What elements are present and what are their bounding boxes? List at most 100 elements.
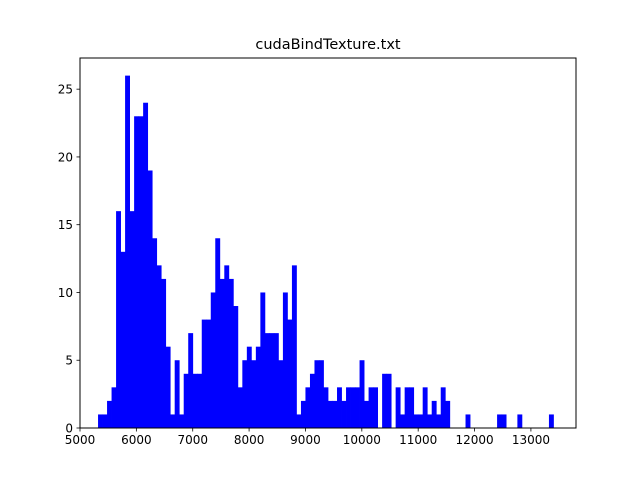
histogram-bar: [170, 414, 176, 428]
histogram-bar: [418, 414, 424, 428]
x-tick-label: 11000: [399, 433, 437, 447]
histogram-bar: [548, 414, 554, 428]
x-tick-label: 12000: [455, 433, 493, 447]
histogram-bar: [341, 400, 347, 428]
histogram-bar: [116, 211, 121, 428]
x-tick-label: 6000: [121, 433, 152, 447]
histogram-bar: [305, 387, 311, 428]
y-tick-label: 20: [58, 150, 73, 164]
histogram-bar: [373, 387, 378, 428]
x-tick-label: 8000: [234, 433, 265, 447]
y-axis: 0 5 10 15 20 25: [58, 83, 80, 436]
histogram-bar: [413, 414, 419, 428]
histogram-bar: [395, 387, 401, 428]
histogram-bar: [355, 387, 360, 428]
histogram-bar: [165, 346, 171, 428]
histogram-bar: [318, 360, 324, 428]
histogram-bar: [107, 400, 112, 428]
histogram-bar: [368, 387, 374, 428]
histogram-bar: [161, 278, 167, 428]
histogram-bar: [156, 265, 162, 428]
y-tick-label: 15: [58, 218, 73, 232]
histogram-bar: [273, 333, 279, 428]
histogram-bar: [269, 333, 275, 428]
histogram-bar: [296, 414, 302, 428]
histogram-bar: [328, 400, 333, 428]
histogram-bar: [282, 292, 288, 428]
histogram-bar: [152, 238, 158, 428]
histogram-bar: [120, 251, 126, 428]
histogram-bar: [291, 265, 297, 428]
histogram-bar: [278, 360, 284, 428]
histogram-bar: [404, 387, 410, 428]
y-tick-label: 10: [58, 286, 73, 300]
histogram-bar: [215, 238, 221, 428]
y-tick-label: 5: [65, 354, 73, 368]
plot-area-frame: [79, 57, 577, 429]
histogram-bar: [497, 414, 502, 428]
histogram-bar: [422, 387, 428, 428]
histogram-bar: [332, 400, 338, 428]
histogram-bar: [350, 387, 356, 428]
histogram-bar: [251, 360, 257, 428]
histogram-bars: [98, 75, 554, 429]
x-tick-label: 7000: [177, 433, 208, 447]
histogram-bar: [346, 387, 351, 428]
histogram-bar: [111, 387, 117, 428]
x-tick-label: 10000: [343, 433, 381, 447]
histogram-bar: [98, 414, 103, 428]
histogram-bar: [300, 400, 306, 428]
histogram-bar: [179, 414, 185, 428]
histogram-bar: [465, 414, 471, 428]
histogram-bar: [386, 373, 392, 428]
histogram-bar: [400, 414, 406, 428]
x-tick-label: 5000: [65, 433, 96, 447]
histogram-bar: [323, 387, 329, 428]
y-tick-label: 0: [65, 422, 73, 436]
histogram-bar: [147, 170, 153, 429]
histogram-bar: [264, 333, 270, 428]
histogram-bar: [337, 387, 342, 428]
x-tick-label: 9000: [290, 433, 321, 447]
histogram-bar: [431, 400, 437, 428]
histogram-bar: [517, 414, 523, 428]
histogram-bar: [201, 319, 207, 428]
histogram-bar: [436, 414, 442, 428]
histogram-bar: [260, 292, 266, 428]
histogram-bar: [188, 333, 194, 428]
histogram-bar: [197, 373, 203, 428]
histogram-bar: [224, 265, 230, 428]
histogram-bar: [174, 360, 180, 428]
histogram-bar: [382, 373, 388, 428]
histogram-bar: [309, 373, 315, 428]
histogram-bar: [192, 373, 198, 428]
chart-title: cudaBindTexture.txt: [255, 37, 401, 53]
x-axis: 5000 6000 7000 8000 9000 10000 11000 12000 13000: [65, 428, 550, 447]
histogram-bar: [138, 116, 144, 428]
histogram-bar: [427, 414, 433, 428]
histogram-bar: [143, 102, 149, 428]
histogram-bar: [364, 400, 369, 428]
histogram-bar: [440, 387, 446, 428]
histogram-bar: [228, 278, 234, 428]
histogram-bar: [233, 306, 239, 428]
histogram-bar: [206, 319, 212, 428]
histogram-bar: [409, 387, 415, 428]
histogram-bar: [219, 278, 225, 428]
histogram-bar: [210, 292, 216, 428]
histogram-bar: [359, 360, 365, 428]
histogram-bar: [501, 414, 507, 428]
y-tick-label: 25: [58, 83, 73, 97]
histogram-bar: [237, 387, 243, 428]
histogram-bar: [255, 346, 261, 428]
x-tick-label: 13000: [512, 433, 550, 447]
histogram-bar: [287, 319, 293, 428]
histogram-bar: [129, 211, 135, 428]
histogram-bar: [183, 373, 189, 428]
histogram-bar: [125, 75, 130, 429]
histogram-bar: [445, 400, 451, 428]
histogram-bar: [242, 360, 248, 428]
histogram-bar: [102, 414, 108, 428]
